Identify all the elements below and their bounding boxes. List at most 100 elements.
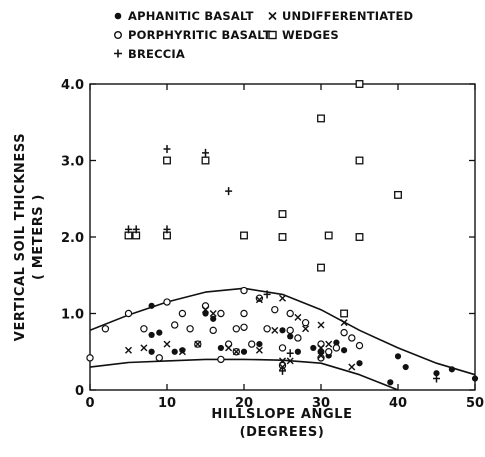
point-undiff bbox=[232, 348, 240, 356]
point-undiff bbox=[255, 346, 263, 354]
point-undiff bbox=[125, 346, 132, 354]
point-breccia bbox=[163, 145, 171, 154]
point-breccia bbox=[279, 366, 286, 375]
x-axis-units: (DEGREES) bbox=[240, 425, 325, 440]
point-porphyritic bbox=[286, 309, 294, 318]
point-undiff bbox=[163, 340, 171, 348]
point-aphanitic bbox=[179, 347, 186, 354]
y-tick-label: 4.0 bbox=[61, 78, 84, 93]
point-aphanitic bbox=[171, 348, 178, 355]
point-breccia bbox=[202, 148, 209, 157]
point-aphanitic bbox=[210, 315, 217, 322]
point-undiff bbox=[348, 363, 356, 371]
point-porphyritic bbox=[101, 325, 110, 333]
point-porphyritic bbox=[240, 309, 248, 318]
legend-item-breccia: BRECCIA bbox=[114, 47, 185, 61]
point-aphanitic bbox=[148, 302, 155, 309]
point-wedges bbox=[355, 156, 364, 165]
point-porphyritic bbox=[155, 354, 163, 362]
axis-ticks: 0 10 20 30 40 50 0 1.0 2.0 3.0 4.0 bbox=[61, 78, 484, 411]
legend-marker-filled-circle bbox=[114, 12, 122, 20]
point-undiff bbox=[302, 325, 310, 333]
point-wedges bbox=[201, 156, 210, 165]
point-breccia bbox=[132, 225, 140, 234]
x-tick-label: 20 bbox=[235, 396, 253, 411]
point-porphyritic bbox=[170, 321, 179, 329]
point-porphyritic bbox=[301, 318, 310, 327]
point-porphyritic bbox=[355, 341, 364, 350]
point-undiff bbox=[178, 348, 186, 356]
point-porphyritic bbox=[271, 305, 279, 314]
point-aphanitic bbox=[356, 360, 363, 367]
legend-item-wedges: WEDGES bbox=[268, 28, 339, 42]
point-porphyritic bbox=[294, 334, 302, 342]
legend-marker-open-square bbox=[268, 30, 277, 40]
point-undiff bbox=[325, 340, 333, 348]
point-wedges bbox=[394, 190, 402, 199]
point-undiff bbox=[279, 357, 286, 365]
point-porphyritic bbox=[178, 309, 187, 318]
point-porphyritic bbox=[332, 344, 341, 352]
point-wedges bbox=[163, 156, 171, 165]
point-porphyritic bbox=[140, 325, 148, 333]
legend-label-porphyritic: PORPHYRITIC BASALT bbox=[128, 28, 271, 42]
point-undiff bbox=[317, 321, 325, 329]
data-points bbox=[86, 80, 479, 386]
point-aphanitic bbox=[387, 379, 394, 386]
point-breccia bbox=[317, 347, 325, 356]
point-breccia bbox=[263, 290, 271, 299]
point-wedges bbox=[355, 233, 364, 241]
point-undiff bbox=[225, 344, 233, 352]
point-wedges bbox=[340, 309, 349, 318]
point-aphanitic bbox=[310, 344, 317, 352]
point-breccia bbox=[286, 349, 294, 358]
point-undiff bbox=[279, 294, 286, 302]
point-porphyritic bbox=[278, 344, 287, 352]
point-undiff bbox=[255, 296, 263, 304]
point-aphanitic bbox=[394, 353, 402, 360]
point-breccia bbox=[125, 225, 132, 234]
x-tick-label: 30 bbox=[312, 396, 330, 411]
y-axis-units: ( METERS ) bbox=[31, 194, 46, 280]
point-porphyritic bbox=[263, 325, 271, 333]
point-undiff bbox=[340, 319, 348, 327]
point-breccia bbox=[225, 187, 233, 196]
point-aphanitic bbox=[148, 331, 155, 339]
point-undiff bbox=[202, 306, 209, 314]
point-aphanitic bbox=[294, 348, 301, 355]
y-tick-label: 1.0 bbox=[61, 308, 84, 323]
point-wedges bbox=[317, 114, 325, 123]
point-porphyritic bbox=[240, 286, 248, 295]
point-porphyritic bbox=[340, 328, 348, 337]
point-wedges bbox=[278, 233, 287, 241]
point-porphyritic bbox=[348, 334, 356, 342]
point-porphyritic bbox=[286, 326, 294, 335]
point-porphyritic bbox=[163, 298, 171, 306]
point-aphanitic bbox=[448, 366, 455, 373]
point-aphanitic bbox=[279, 327, 286, 334]
point-aphanitic bbox=[217, 344, 224, 352]
point-breccia bbox=[163, 225, 171, 234]
legend-item-porphyritic: PORPHYRITIC BASALT bbox=[113, 28, 271, 42]
y-tick-label: 0 bbox=[75, 384, 84, 399]
point-porphyritic bbox=[209, 326, 217, 335]
point-porphyritic bbox=[124, 309, 133, 318]
legend-item-undiff: UNDIFFERENTIATED bbox=[268, 9, 413, 23]
y-axis-label: VERTICAL SOIL THICKNESS bbox=[13, 133, 28, 341]
point-breccia bbox=[433, 374, 440, 383]
y-tick-label: 3.0 bbox=[61, 155, 84, 170]
point-undiff bbox=[294, 313, 302, 321]
point-porphyritic bbox=[217, 309, 225, 318]
point-porphyritic bbox=[86, 354, 94, 362]
y-tick-label: 2.0 bbox=[61, 231, 84, 246]
point-undiff bbox=[140, 344, 148, 352]
envelope-lower-curve bbox=[89, 358, 399, 391]
point-aphanitic bbox=[471, 375, 479, 382]
legend-marker-open-circle bbox=[113, 31, 122, 40]
point-porphyritic bbox=[217, 355, 225, 364]
point-porphyritic bbox=[325, 348, 333, 356]
legend-label-aphanitic: APHANITIC BASALT bbox=[128, 9, 254, 23]
point-porphyritic bbox=[186, 325, 194, 333]
point-undiff bbox=[286, 357, 294, 365]
